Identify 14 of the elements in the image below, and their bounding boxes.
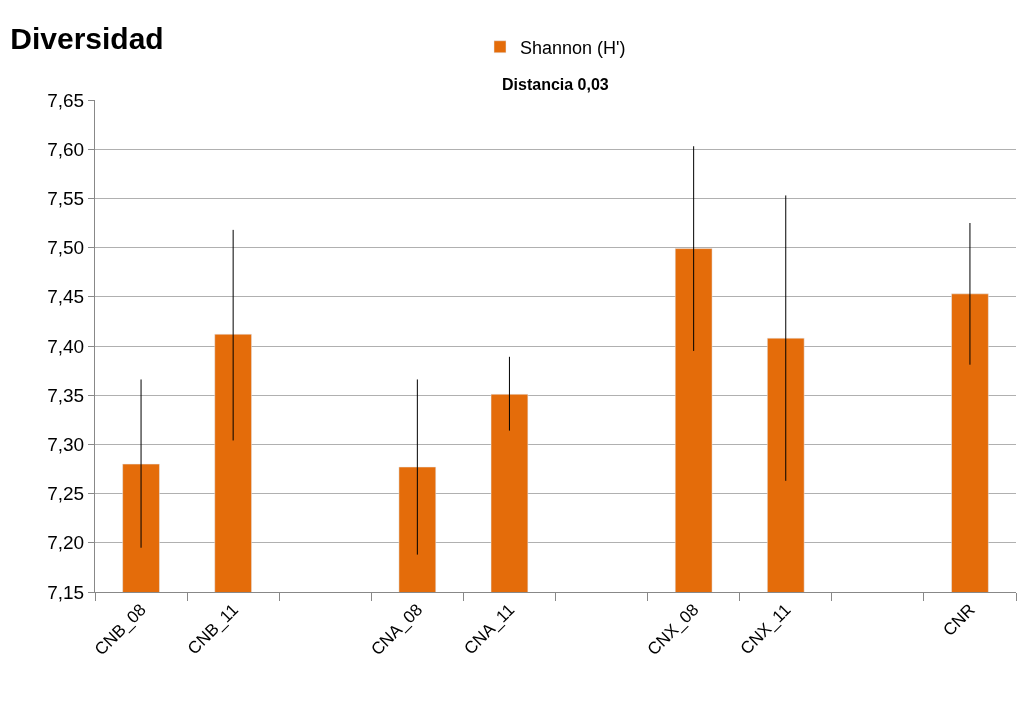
- legend-label: Shannon (H'): [520, 37, 626, 58]
- y-tick-label: 7,50: [47, 237, 85, 259]
- y-tick-label: 7,20: [47, 532, 85, 554]
- y-tick-label: 7,45: [47, 286, 85, 308]
- y-tick-label: 7,25: [47, 483, 85, 505]
- y-tick-label: 7,15: [47, 581, 85, 603]
- y-tick-label: 7,30: [47, 434, 85, 456]
- y-tick-label: 7,55: [47, 188, 85, 210]
- chart-title: Diversidad: [10, 22, 164, 56]
- y-tick-label: 7,35: [47, 384, 85, 406]
- y-tick-label: 7,65: [47, 89, 85, 111]
- chart-subtitle: Distancia 0,03: [502, 76, 609, 93]
- y-tick-label: 7,60: [47, 138, 85, 160]
- y-tick-label: 7,40: [47, 335, 85, 357]
